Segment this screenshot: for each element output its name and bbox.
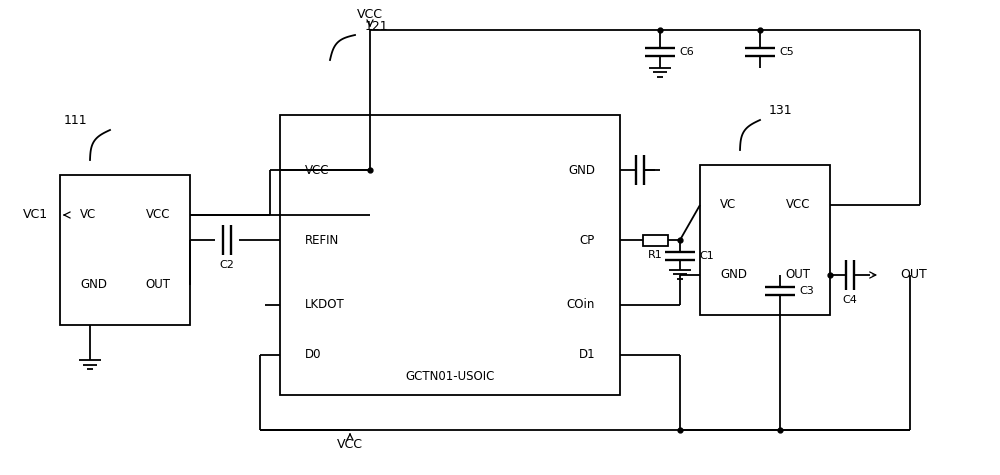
Text: 131: 131 (768, 104, 792, 116)
Text: C3: C3 (799, 286, 814, 296)
Text: C6: C6 (679, 47, 694, 57)
Bar (642, 235, 668, 246)
Text: LKDOT: LKDOT (305, 298, 345, 312)
Text: VCC: VCC (337, 438, 363, 452)
Text: C1: C1 (699, 251, 714, 261)
Text: VCC: VCC (786, 199, 810, 211)
Text: COin: COin (567, 298, 595, 312)
Text: R1: R1 (648, 249, 662, 259)
Text: C2: C2 (220, 260, 234, 270)
Text: VC: VC (80, 209, 96, 221)
Text: OUT: OUT (785, 268, 810, 282)
Bar (280, 115, 620, 395)
Text: CP: CP (580, 234, 595, 247)
Text: VCC: VCC (146, 209, 170, 221)
Text: D1: D1 (578, 349, 595, 361)
Text: 121: 121 (365, 20, 389, 34)
Text: D0: D0 (305, 349, 322, 361)
Text: OUT: OUT (900, 268, 927, 282)
Text: GCTN01-USOIC: GCTN01-USOIC (405, 370, 495, 383)
Text: VC: VC (720, 199, 736, 211)
Text: 111: 111 (63, 114, 87, 126)
Text: VC1: VC1 (22, 209, 48, 221)
Bar (700, 165, 830, 315)
Text: GND: GND (720, 268, 747, 282)
Text: VCC: VCC (357, 9, 383, 21)
Text: C5: C5 (779, 47, 794, 57)
Text: REFIN: REFIN (305, 234, 339, 247)
Text: VCC: VCC (305, 163, 330, 177)
Text: GND: GND (568, 163, 595, 177)
Text: OUT: OUT (145, 278, 170, 292)
Text: C4: C4 (843, 295, 857, 305)
Bar (60, 175, 190, 325)
Text: GND: GND (80, 278, 107, 292)
